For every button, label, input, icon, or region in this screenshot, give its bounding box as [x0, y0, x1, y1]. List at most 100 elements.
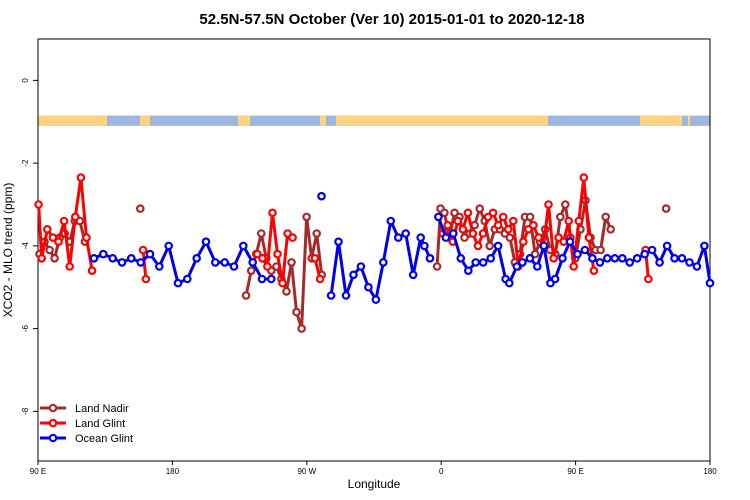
- x-tick-label: 180: [166, 467, 180, 476]
- land-band-segment: [38, 115, 107, 126]
- ocean-glint-point: [364, 282, 373, 292]
- land-glint-point: [564, 216, 574, 226]
- land-glint-point: [554, 233, 563, 242]
- x-tick-label: 0: [439, 467, 444, 476]
- land-ocean-band: [38, 115, 710, 126]
- land-band-segment: [320, 115, 326, 126]
- ocean-glint-point: [493, 241, 503, 251]
- ocean-glint-point: [441, 233, 451, 242]
- x-tick-label: 180: [703, 467, 717, 476]
- legend-land-nadir-marker: [48, 403, 58, 413]
- ocean-glint-point: [371, 295, 381, 304]
- legend-land-nadir-label: Land Nadir: [75, 403, 129, 415]
- land-glint-point: [278, 278, 287, 288]
- ocean-glint-point: [408, 270, 418, 280]
- land-glint-point: [549, 253, 558, 263]
- legend-ocean-glint-marker: [48, 433, 58, 443]
- land-nadir-point: [560, 200, 570, 209]
- ocean-glint-point: [640, 249, 650, 259]
- land-nadir-point: [50, 253, 59, 263]
- land-nadir-point: [525, 212, 535, 222]
- land-glint-point: [463, 208, 473, 218]
- ocean-glint-point: [183, 274, 192, 284]
- land-glint-point: [458, 225, 468, 234]
- legend-land-glint-label: Land Glint: [75, 418, 125, 430]
- land-nadir-point: [256, 229, 266, 238]
- land-glint-point: [579, 173, 589, 182]
- y-axis-label: XCO2 - MLO trend (ppm): [1, 183, 15, 318]
- land-glint-point: [263, 262, 272, 271]
- ocean-glint-point: [401, 229, 411, 238]
- ocean-glint-point: [416, 233, 426, 242]
- ocean-glint-point: [117, 258, 127, 267]
- land-glint-point: [544, 200, 553, 209]
- ocean-glint-point: [448, 229, 458, 238]
- ocean-glint-point: [201, 237, 211, 247]
- ocean-glint-point: [558, 253, 567, 263]
- y-tick-label: -4: [21, 242, 30, 250]
- ocean-glint-point: [655, 258, 664, 267]
- ocean-glint-point: [595, 258, 605, 267]
- ocean-glint-point: [478, 258, 488, 267]
- land-glint-point: [87, 266, 97, 276]
- ocean-glint-point: [532, 262, 542, 271]
- land-glint-point: [473, 241, 483, 251]
- x-axis-label: Longitude: [348, 477, 401, 491]
- land-nadir-point: [505, 233, 515, 242]
- ocean-glint-point: [539, 241, 549, 251]
- y-tick-label: -2: [21, 159, 30, 167]
- land-glint-point: [508, 216, 518, 226]
- land-nadir-point: [292, 307, 301, 317]
- land-nadir-point: [297, 324, 306, 333]
- ocean-glint-point: [420, 241, 429, 251]
- ocean-glint-point: [700, 241, 709, 251]
- ocean-glint-point: [434, 212, 443, 222]
- land-glint-point: [478, 229, 488, 238]
- land-glint-point: [65, 262, 75, 271]
- land-glint-point: [493, 220, 503, 230]
- land-nadir-point: [440, 208, 449, 218]
- ocean-glint-point: [550, 274, 560, 284]
- y-axis: 0 -2 -4 -6 -8: [21, 78, 38, 415]
- land-glint-point: [141, 274, 151, 284]
- land-nadir-point: [606, 225, 616, 234]
- land-glint-point: [534, 233, 543, 242]
- ocean-glint-point: [229, 262, 239, 271]
- legend: Land Nadir Land Glint Ocean Glint: [40, 403, 133, 445]
- ocean-glint-point: [625, 258, 635, 267]
- ocean-glint-point: [326, 291, 336, 300]
- ocean-glint-point: [173, 278, 183, 288]
- ocean-glint-point: [99, 249, 108, 259]
- ocean-glint-point: [356, 262, 366, 271]
- land-glint-point: [315, 274, 325, 284]
- ocean-glint-point: [220, 258, 230, 267]
- land-glint-point: [574, 216, 584, 226]
- ocean-glint-point: [580, 245, 590, 255]
- ocean-glint-point: [386, 216, 396, 226]
- x-tick-label: 90 W: [297, 467, 316, 476]
- land-glint-point: [42, 225, 52, 234]
- land-nadir-point: [661, 204, 671, 213]
- ocean-glint-point: [266, 274, 276, 284]
- land-nadir-point: [601, 212, 611, 222]
- ocean-glint-point: [192, 253, 202, 263]
- plot-frame: [37, 38, 711, 462]
- ocean-glint-point: [565, 237, 575, 247]
- land-glint-point: [503, 225, 513, 234]
- land-band-segment: [140, 115, 150, 126]
- ocean-glint-point: [393, 233, 403, 242]
- land-glint-point: [34, 200, 43, 209]
- land-glint-point: [589, 266, 599, 276]
- land-nadir-point: [241, 291, 251, 300]
- land-nadir-point: [530, 249, 540, 259]
- land-glint-point: [37, 253, 47, 263]
- land-glint-point: [468, 229, 478, 238]
- ocean-glint-point: [610, 253, 620, 263]
- series-group: [34, 173, 715, 333]
- land-glint-point: [310, 253, 320, 263]
- ocean-glint-point: [573, 249, 582, 259]
- land-glint-line: [141, 249, 148, 280]
- ocean-glint-point: [164, 241, 174, 251]
- land-glint-point: [273, 249, 282, 259]
